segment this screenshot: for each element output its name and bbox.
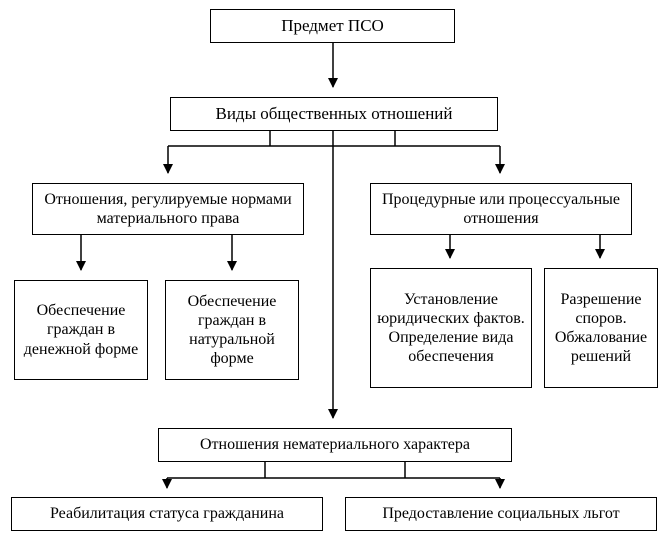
node-facts-label: Установление юридических фактов. Определ… xyxy=(377,290,525,367)
node-nonmat: Отношения нематериального характера xyxy=(158,428,512,462)
node-procedural-label: Процедурные или процессуальные отношения xyxy=(377,190,625,228)
node-kinds-label: Виды общественных отношений xyxy=(215,104,452,124)
node-material-label: Отношения, регулируемые нормами материал… xyxy=(39,190,297,228)
node-material: Отношения, регулируемые нормами материал… xyxy=(32,183,304,235)
node-root-label: Предмет ПСО xyxy=(281,16,384,36)
node-procedural: Процедурные или процессуальные отношения xyxy=(370,183,632,235)
node-nonmat-label: Отношения нематериального характера xyxy=(200,435,470,454)
node-kinds: Виды общественных отношений xyxy=(170,97,498,131)
node-benefits-label: Предоставление социальных льгот xyxy=(382,504,619,523)
node-disputes-label: Разрешение споров. Обжалование решений xyxy=(551,290,651,367)
node-natural-label: Обеспечение граждан в натуральной форме xyxy=(172,292,292,369)
node-root: Предмет ПСО xyxy=(210,9,455,43)
node-rehab-label: Реабилитация статуса гражданина xyxy=(50,504,284,523)
node-facts: Установление юридических фактов. Определ… xyxy=(370,268,532,388)
node-natural: Обеспечение граждан в натуральной форме xyxy=(165,280,299,380)
node-benefits: Предоставление социальных льгот xyxy=(345,497,657,531)
node-money-label: Обеспечение граждан в денежной форме xyxy=(21,301,141,359)
node-disputes: Разрешение споров. Обжалование решений xyxy=(544,268,658,388)
node-rehab: Реабилитация статуса гражданина xyxy=(11,497,323,531)
node-money: Обеспечение граждан в денежной форме xyxy=(14,280,148,380)
